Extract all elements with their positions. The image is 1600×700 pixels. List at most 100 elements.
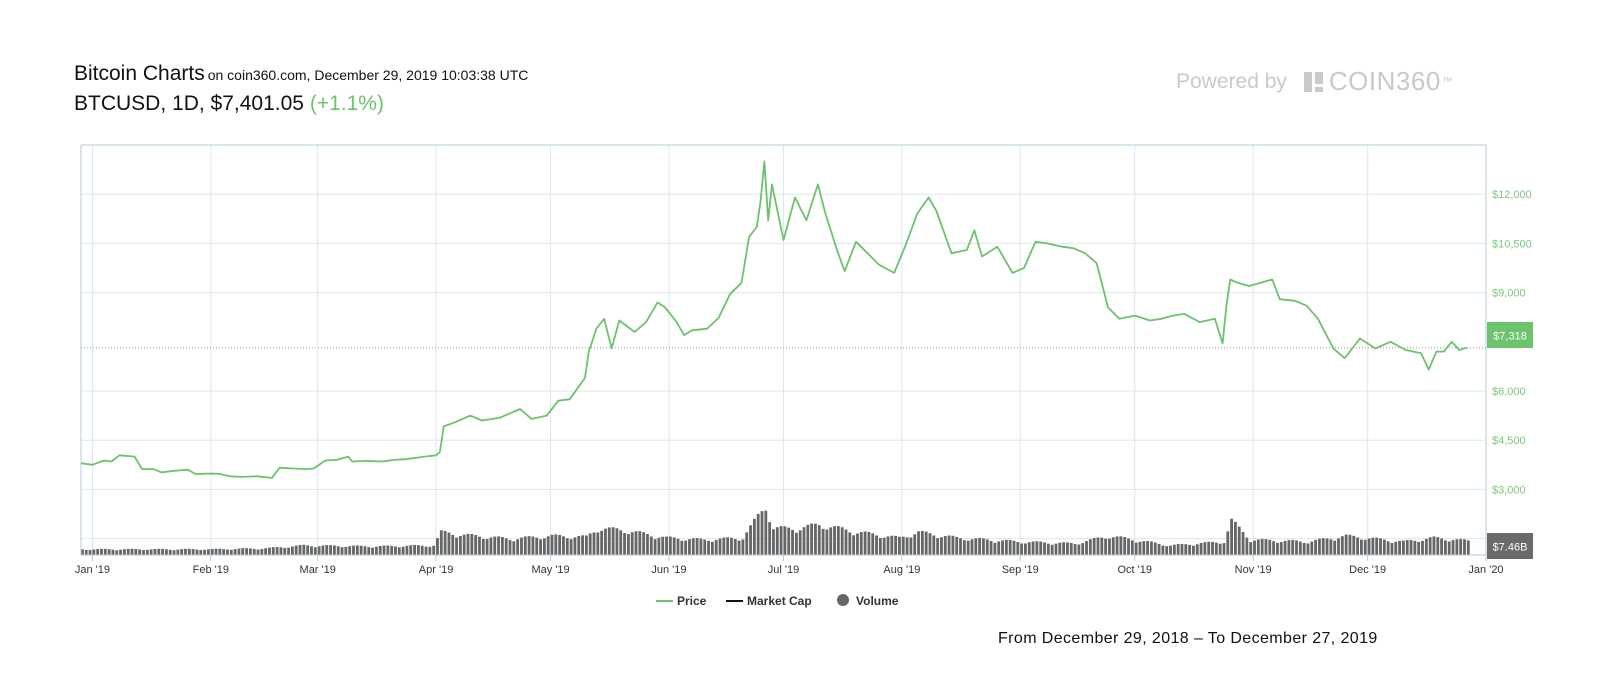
legend-item-market-cap[interactable]: Market Cap	[726, 594, 812, 608]
volume-bar	[878, 537, 882, 555]
volume-bar	[619, 530, 623, 555]
x-tick-label: Oct '19	[1117, 564, 1152, 576]
volume-bar	[982, 538, 985, 555]
volume-bar	[1085, 541, 1088, 555]
volume-bar	[474, 534, 478, 555]
x-tick-label: Jun '19	[651, 564, 686, 576]
volume-bar	[302, 544, 306, 555]
volume-bar	[241, 548, 245, 555]
x-tick-label: Mar '19	[300, 564, 336, 576]
volume-bar	[493, 536, 497, 555]
volume-bar	[634, 531, 638, 555]
volume-bar	[1283, 540, 1287, 555]
volume-bar	[1222, 543, 1226, 555]
volume-bar	[1272, 541, 1276, 555]
volume-bar	[1127, 538, 1130, 555]
volume-bar	[890, 535, 894, 555]
volume-bar	[1169, 545, 1172, 555]
title-line: Bitcoin Charts on coin360.com, December 2…	[74, 62, 528, 86]
volume-bar	[821, 528, 825, 555]
volume-bar	[1241, 532, 1245, 555]
volume-bar	[966, 540, 970, 555]
volume-bar	[130, 548, 134, 555]
volume-bar	[1463, 539, 1466, 555]
volume-bar	[1001, 540, 1004, 555]
volume-bar	[596, 532, 600, 555]
volume-bar	[703, 539, 707, 555]
volume-bar	[1092, 537, 1096, 555]
current-price: $7,401.05	[210, 92, 304, 115]
volume-bar	[1451, 540, 1455, 555]
volume-bar	[153, 548, 157, 555]
volume-bar	[1207, 541, 1211, 555]
powered-by[interactable]: Powered by COIN360 ™	[1176, 66, 1453, 97]
volume-bar	[1325, 538, 1329, 555]
volume-bar	[741, 539, 745, 555]
volume-bar	[1199, 543, 1203, 555]
volume-bar	[332, 545, 336, 555]
volume-bar	[96, 549, 100, 555]
volume-bar	[989, 541, 993, 555]
volume-bar	[1234, 521, 1237, 555]
volume-bar	[737, 540, 741, 555]
volume-bar	[394, 546, 397, 555]
volume-bar	[882, 537, 886, 555]
volume-bar	[1077, 544, 1081, 555]
volume-bar	[1256, 539, 1260, 555]
volume-bar	[161, 548, 164, 555]
volume-bar	[665, 536, 668, 555]
volume-bar	[772, 529, 775, 555]
x-tick-label: Apr '19	[419, 564, 454, 576]
volume-bar	[122, 549, 126, 555]
volume-bar	[485, 539, 489, 555]
volume-bar	[310, 546, 313, 555]
volume-bar	[909, 537, 913, 555]
volume-bar	[294, 545, 298, 555]
volume-bar	[1058, 542, 1062, 555]
volume-bar	[489, 537, 493, 555]
volume-bar	[798, 530, 802, 555]
volume-bar	[901, 536, 905, 555]
volume-bar	[420, 545, 424, 555]
volume-bar	[1302, 542, 1306, 555]
volume-bar	[390, 545, 394, 555]
volume-bar	[695, 538, 699, 555]
coin360-logo[interactable]: COIN360 ™	[1303, 66, 1453, 97]
legend-item-price[interactable]: Price	[656, 594, 707, 608]
volume-bar	[348, 546, 352, 555]
volume-bar	[1298, 541, 1302, 555]
volume-bar	[867, 531, 871, 555]
price-series	[80, 160, 1468, 479]
volume-bar	[516, 539, 520, 555]
pair-label: BTCUSD	[74, 92, 161, 115]
volume-bar	[856, 533, 859, 555]
volume-bar	[203, 549, 206, 555]
volume-bar	[940, 537, 943, 555]
volume-bar	[1344, 534, 1348, 555]
volume-bar	[710, 541, 714, 555]
legend-item-volume[interactable]: Volume	[837, 594, 899, 608]
volume-bar	[413, 544, 416, 555]
current-volume-badge-label: $7.46B	[1493, 542, 1528, 554]
volume-bar	[779, 526, 783, 555]
volume-bar	[191, 549, 195, 555]
volume-bar	[1409, 540, 1413, 555]
volume-bar	[611, 527, 615, 555]
volume-bar	[214, 548, 218, 555]
volume-bar	[1390, 542, 1394, 555]
volume-bar	[1134, 542, 1138, 555]
volume-bar	[730, 537, 733, 555]
volume-bar	[1195, 544, 1199, 555]
volume-bar	[451, 534, 455, 555]
separator-1: ,	[160, 92, 173, 115]
volume-bar	[500, 536, 504, 555]
volume-bar	[623, 533, 626, 555]
volume-bar	[1360, 539, 1363, 555]
volume-bar	[1004, 539, 1008, 555]
price-line: BTCUSD, 1D, $7,401.05 (+1.1%)	[74, 92, 528, 116]
volume-bar	[752, 518, 756, 555]
volume-bar	[481, 538, 485, 555]
volume-bar	[1123, 537, 1127, 555]
volume-bar	[1295, 540, 1298, 555]
